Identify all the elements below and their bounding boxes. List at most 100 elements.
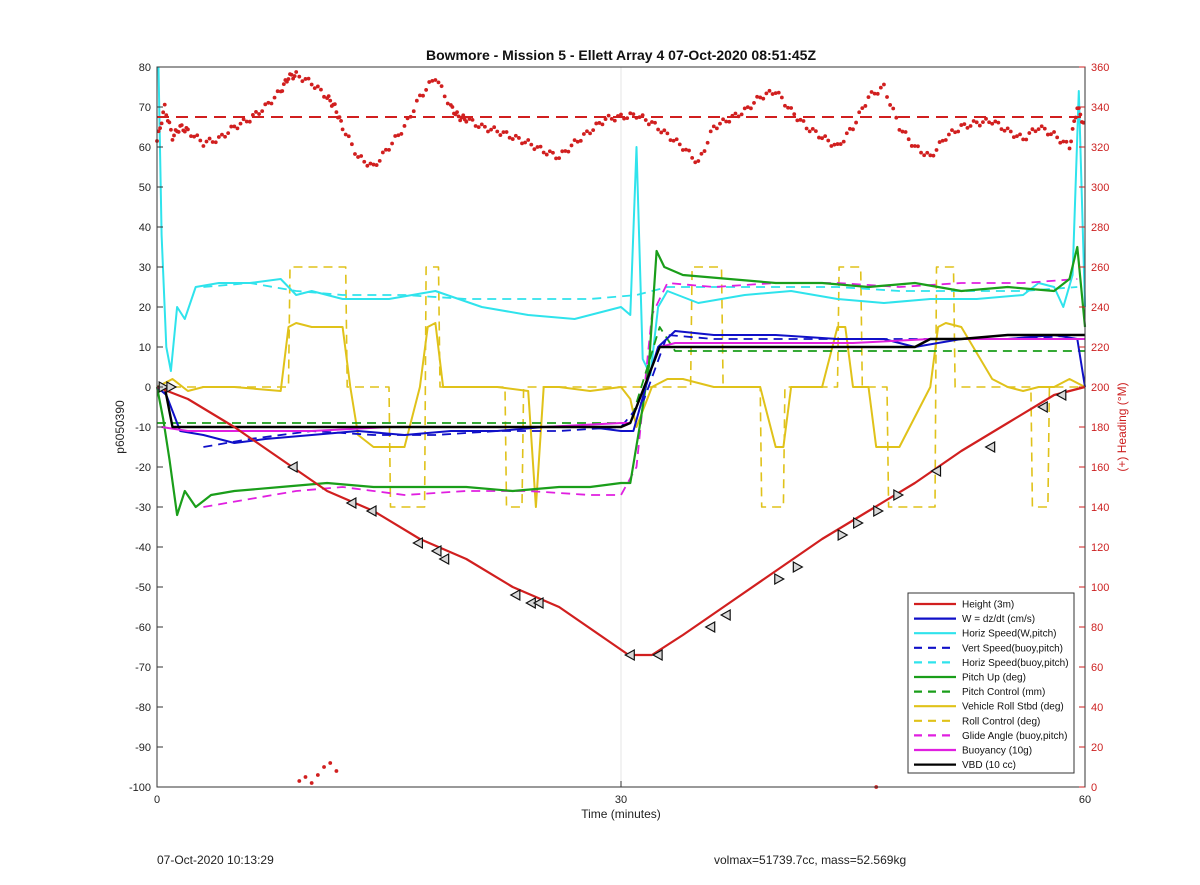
y-tick-label: 30 [139, 262, 151, 274]
triangle-marker [651, 648, 663, 662]
heading-dot [937, 140, 942, 144]
heading-dot [280, 89, 285, 93]
heading-dot [421, 93, 425, 98]
heading-dot [322, 765, 326, 769]
heading-dot [931, 153, 936, 158]
heading-dot [656, 127, 661, 132]
triangle-marker [930, 464, 942, 478]
heading-dot [953, 130, 957, 135]
y-tick-label: 40 [139, 222, 151, 234]
heading-dot [476, 125, 481, 130]
heading-dot [269, 101, 274, 106]
heading-dot [332, 102, 337, 107]
heading-dot [456, 114, 461, 119]
y-right-tick-label: 120 [1091, 542, 1109, 554]
heading-dot [903, 130, 908, 134]
heading-dot [439, 84, 444, 89]
heading-dot [192, 134, 197, 139]
y-right-tick-label: 100 [1091, 582, 1109, 594]
heading-dot [594, 121, 599, 126]
heading-dot [297, 779, 302, 783]
triangle-marker [984, 440, 996, 454]
heading-dot [854, 120, 858, 125]
heading-dot [1049, 132, 1053, 137]
heading-dot [888, 103, 893, 107]
heading-dot [684, 147, 688, 152]
triangle-marker [532, 596, 544, 610]
triangle-marker [365, 504, 377, 518]
triangle-marker [792, 560, 804, 574]
heading-dot [510, 137, 515, 141]
heading-dot [603, 117, 608, 121]
y-tick-label: 20 [139, 302, 151, 314]
heading-dot [371, 162, 376, 167]
heading-dot [625, 116, 630, 121]
heading-dot [179, 123, 184, 128]
heading-dot [687, 148, 691, 153]
y-tick-label: 60 [139, 142, 151, 154]
heading-dot [817, 135, 821, 140]
heading-dot [1033, 129, 1038, 134]
heading-dot [507, 135, 512, 140]
heading-dot [909, 144, 914, 148]
heading-dot [281, 82, 286, 87]
heading-dot [752, 101, 756, 105]
heading-dot [569, 143, 574, 148]
heading-dot [470, 118, 475, 122]
heading-dot [489, 127, 493, 132]
heading-dot [702, 149, 707, 153]
heading-dot [204, 139, 209, 144]
y-right-tick-label: 280 [1091, 222, 1109, 234]
heading-dot [442, 94, 447, 99]
series-line-glide [203, 278, 1078, 508]
heading-dot [1061, 139, 1066, 144]
legend-entry: Pitch Control (mm) [962, 687, 1045, 698]
heading-dot [377, 158, 382, 163]
y-right-tick-label: 320 [1091, 142, 1109, 154]
heading-dot [900, 129, 905, 134]
heading-dot [848, 126, 852, 131]
triangle-marker [166, 380, 178, 394]
heading-dot [349, 142, 354, 147]
heading-dot [835, 142, 840, 146]
heading-dot [501, 130, 506, 135]
heading-dot [226, 131, 231, 136]
heading-dot [272, 95, 277, 100]
heading-dot [411, 109, 416, 114]
x-tick-label: 30 [615, 794, 627, 806]
heading-dot [1039, 124, 1044, 129]
heading-dot [1005, 126, 1010, 131]
heading-dot [588, 131, 592, 136]
heading-dot [247, 119, 252, 124]
heading-dot [779, 95, 784, 100]
heading-dot [643, 118, 648, 122]
heading-dot [182, 129, 187, 134]
heading-dot [306, 76, 311, 81]
heading-dot [807, 129, 812, 134]
heading-dot [810, 126, 815, 131]
heading-dot [368, 161, 373, 166]
heading-dot [755, 94, 760, 99]
y-right-tick-label: 180 [1091, 422, 1109, 434]
triangle-marker [438, 552, 450, 566]
heading-dot [971, 119, 976, 123]
heading-dot [300, 79, 305, 84]
heading-dot [925, 150, 930, 155]
heading-dot [1072, 119, 1077, 124]
heading-dot [792, 112, 797, 117]
legend-entry: W = dz/dt (cm/s) [962, 614, 1035, 625]
y-right-tick-label: 0 [1091, 782, 1097, 794]
heading-dot [628, 111, 633, 116]
heading-dot [198, 138, 203, 143]
heading-dot [1070, 127, 1075, 131]
heading-dot [906, 137, 911, 142]
triangle-marker [412, 536, 423, 550]
triangle-marker [873, 504, 884, 518]
heading-dot [418, 93, 422, 98]
heading-dot [634, 115, 639, 120]
triangle-marker [345, 496, 357, 510]
heading-dot [844, 131, 849, 136]
heading-dot [309, 82, 314, 87]
heading-dot [968, 124, 973, 128]
heading-dot [1008, 129, 1013, 134]
